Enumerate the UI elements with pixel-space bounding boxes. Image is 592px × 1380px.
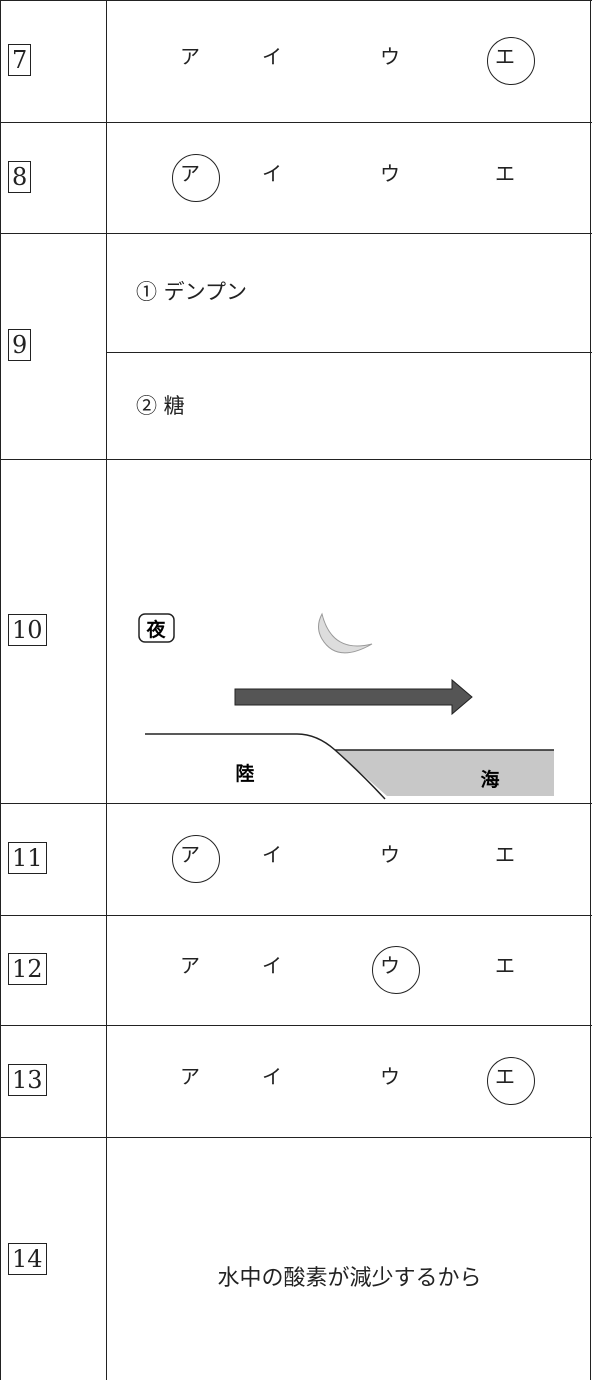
answer-circle	[172, 153, 220, 202]
choice: ウ	[380, 161, 400, 185]
choice: エ	[495, 842, 515, 867]
row-divider	[0, 1025, 592, 1026]
question-number: 8	[8, 160, 32, 193]
choice: ウ	[380, 44, 400, 69]
choice: エ	[495, 953, 515, 978]
choice: ア	[180, 1064, 200, 1089]
choice: イ	[262, 1064, 282, 1089]
row-divider	[0, 915, 592, 916]
row-divider	[0, 1137, 592, 1138]
row-divider	[0, 0, 592, 1]
choice: イ	[262, 842, 282, 867]
border	[0, 0, 1, 1380]
question-number: 12	[8, 953, 47, 985]
choice: ウ	[380, 1064, 400, 1089]
row-divider	[0, 459, 592, 460]
sub-answer: ① デンプン	[136, 280, 248, 304]
answer-text: 水中の酸素が減少するから	[217, 1266, 482, 1291]
diagram-label: 海	[480, 768, 499, 791]
choice: イ	[262, 44, 282, 69]
diagram-label: 陸	[235, 762, 254, 785]
choice: イ	[262, 953, 282, 978]
row-divider	[0, 233, 592, 234]
question-number: 13	[8, 1064, 47, 1096]
answer-circle	[487, 1057, 535, 1105]
sea	[335, 750, 554, 796]
moon	[318, 612, 373, 654]
border	[590, 0, 591, 1380]
choice: ウ	[380, 842, 400, 867]
answer-circle	[487, 37, 535, 85]
sub-divider	[107, 352, 592, 353]
choice: イ	[262, 161, 282, 185]
diagram-label: 夜	[145, 618, 166, 641]
answer-circle	[372, 946, 420, 994]
question-number: 9	[8, 329, 32, 361]
column-divider	[106, 0, 107, 1380]
question-number: 7	[8, 44, 32, 76]
choice: エ	[495, 161, 515, 185]
wind-diagram: 夜陸 海	[138, 612, 554, 800]
wind-arrow	[234, 678, 473, 716]
question-number: 14	[8, 1242, 47, 1275]
row-divider	[0, 803, 592, 804]
choice: ア	[180, 953, 200, 978]
choice: ア	[180, 44, 200, 69]
coast	[145, 733, 386, 800]
question-number: 11	[8, 842, 47, 874]
label-box	[138, 613, 175, 643]
sub-answer: ② 糖	[136, 394, 185, 418]
answer-circle	[172, 835, 220, 883]
question-number: 10	[8, 614, 47, 646]
row-divider	[0, 122, 592, 123]
